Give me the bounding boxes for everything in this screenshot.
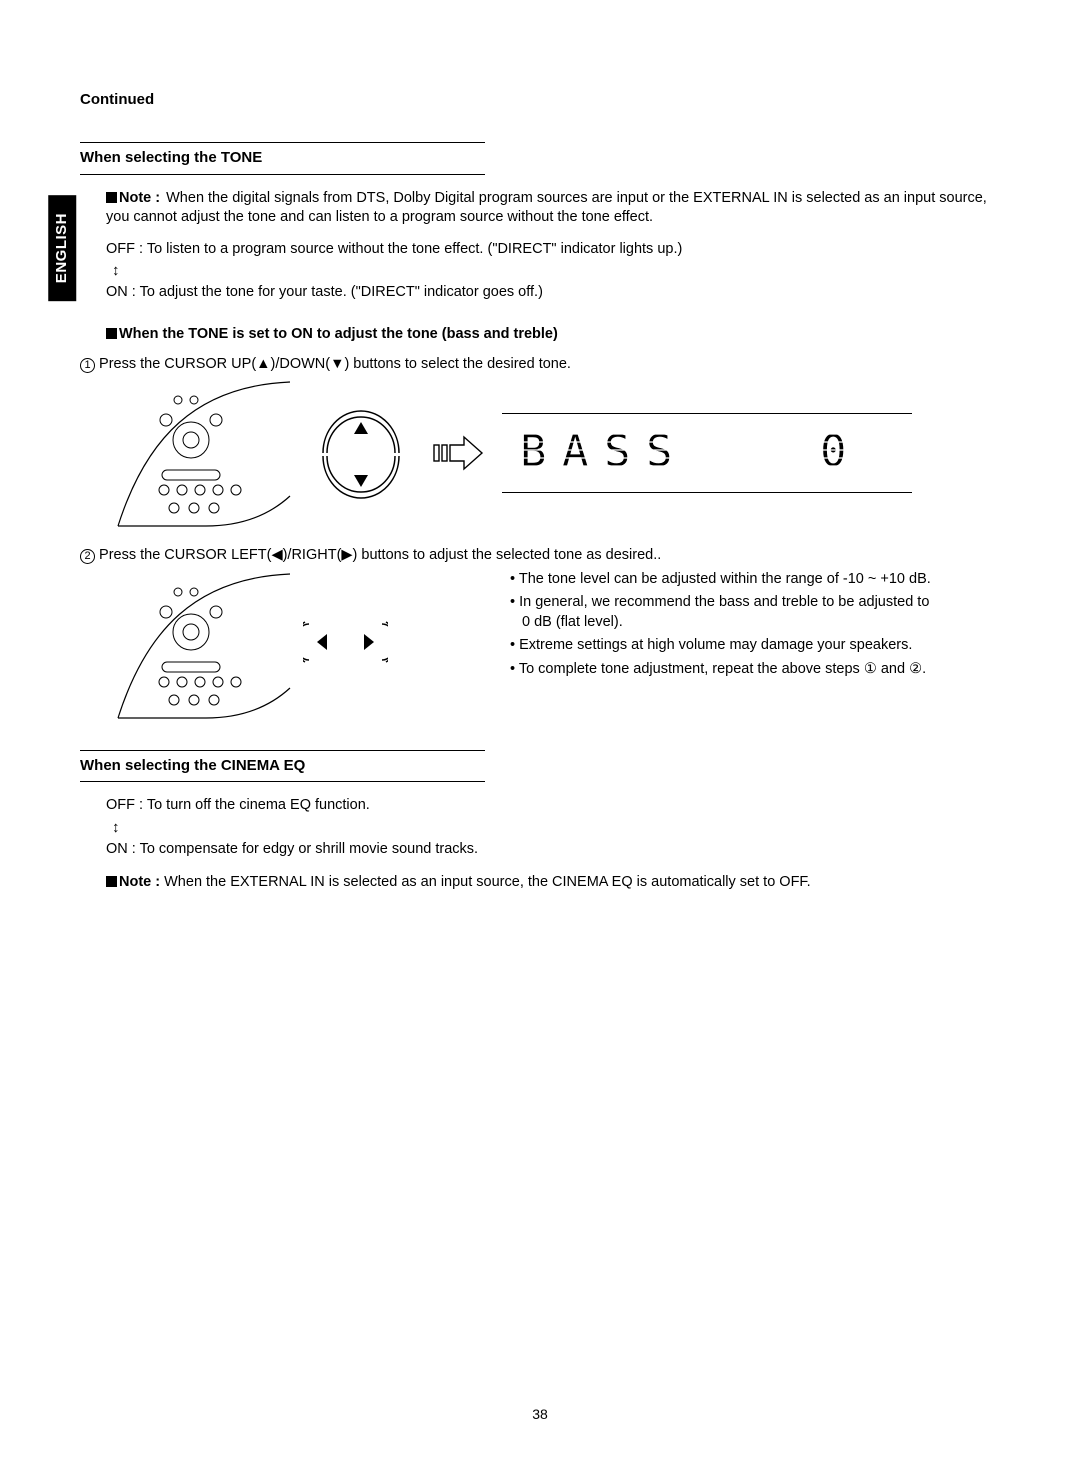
bullet-item: The tone level can be adjusted within th… (510, 570, 940, 590)
language-tab: ENGLISH (48, 195, 76, 301)
arrow-right-icon (432, 433, 484, 473)
note-text: When the EXTERNAL IN is selected as an i… (164, 874, 811, 890)
step2-text: 2 Press the CURSOR LEFT(◀)/RIGHT(▶) butt… (80, 546, 1000, 566)
square-bullet-icon (106, 328, 117, 339)
note-label: Note : (119, 190, 160, 206)
tone-note: Note : When the digital signals from DTS… (80, 189, 1000, 228)
cinema-on-line: ON : To compensate for edgy or shrill mo… (80, 840, 1000, 860)
tone-off-line: OFF : To listen to a program source with… (80, 240, 1000, 260)
display-readout: B A S S 0 (502, 413, 912, 494)
section-heading-cinema: When selecting the CINEMA EQ (80, 750, 485, 782)
tone-bullets: The tone level can be adjusted within th… (510, 570, 940, 684)
step2-illustration-row: The tone level can be adjusted within th… (116, 570, 1000, 720)
bullet-item: In general, we recommend the bass and tr… (510, 593, 940, 632)
up-down-rocker (309, 398, 414, 508)
remote-illustration (116, 378, 291, 528)
left-right-buttons (303, 612, 388, 672)
step-number-2: 2 (80, 549, 95, 564)
tone-on-line: ON : To adjust the tone for your taste. … (80, 283, 1000, 303)
cinema-note: Note : When the EXTERNAL IN is selected … (80, 873, 1000, 893)
step1-text: 1 Press the CURSOR UP(▲)/DOWN(▼) buttons… (80, 355, 1000, 375)
updown-arrow-icon: ↕ (86, 261, 120, 281)
section-heading-tone: When selecting the TONE (80, 142, 485, 174)
step-number-1: 1 (80, 358, 95, 373)
square-bullet-icon (106, 192, 117, 203)
square-bullet-icon (106, 876, 117, 887)
bullet-item: To complete tone adjustment, repeat the … (510, 660, 940, 680)
continued-heading: Continued (80, 90, 1000, 110)
note-label: Note : (119, 874, 160, 890)
cinema-off-line: OFF : To turn off the cinema EQ function… (80, 796, 1000, 816)
page-content: Continued When selecting the TONE Note :… (0, 0, 1080, 893)
page-number: 38 (0, 1405, 1080, 1424)
subheading-tone-on: When the TONE is set to ON to adjust the… (80, 325, 1000, 345)
note-text: When the digital signals from DTS, Dolby… (106, 190, 987, 226)
step1-illustration-row: B A S S 0 (116, 378, 1000, 528)
remote-illustration (116, 570, 291, 720)
updown-arrow-icon: ↕ (86, 818, 120, 838)
bullet-item: Extreme settings at high volume may dama… (510, 636, 940, 656)
